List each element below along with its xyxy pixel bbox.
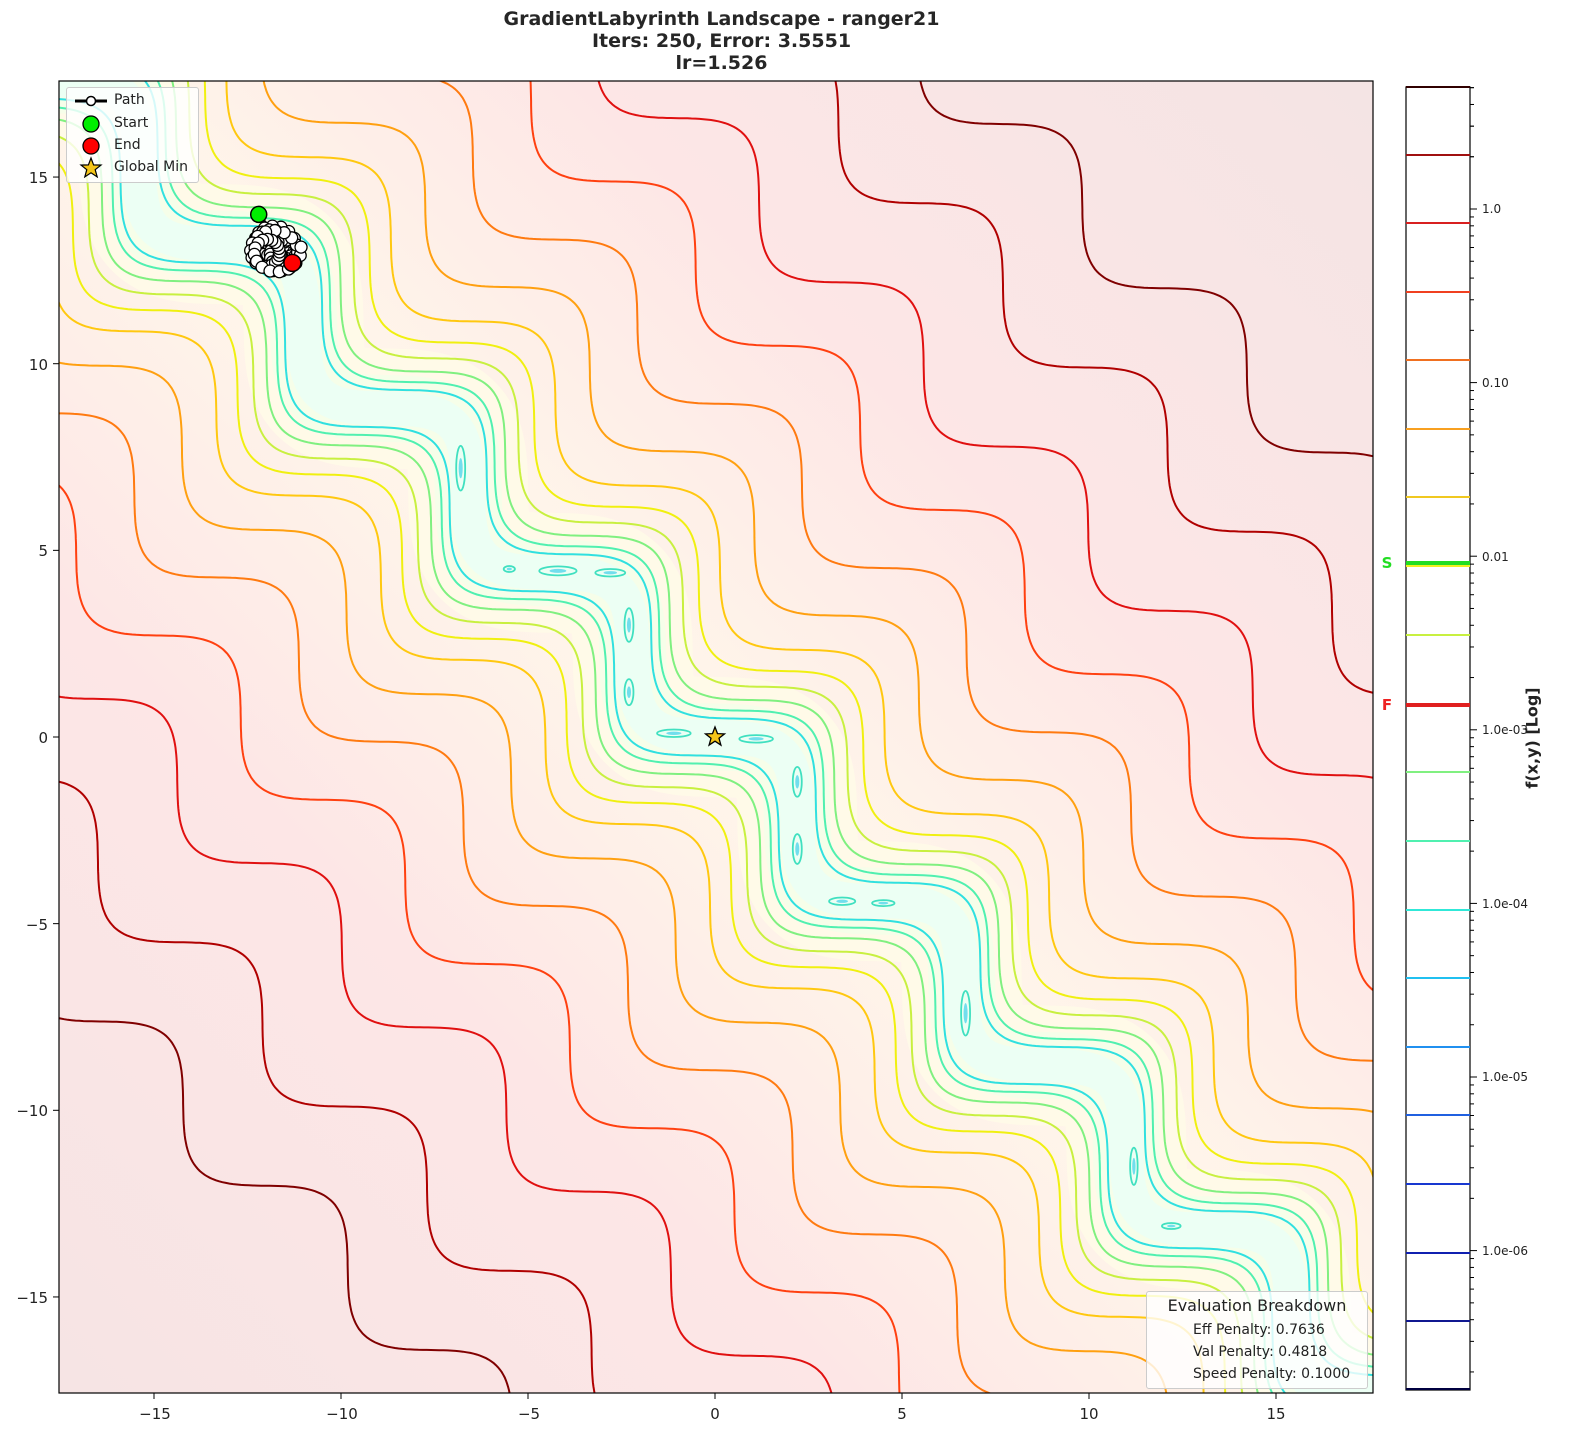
y-tick-label: 0	[38, 729, 48, 747]
colorbar-tick-label: 1.0e-04	[1482, 897, 1529, 911]
red-circle-icon	[82, 137, 100, 155]
colorbar	[1405, 86, 1477, 1391]
y-tick-label: 5	[38, 542, 48, 560]
y-tick-label: 15	[28, 169, 48, 187]
x-tick-label: −15	[139, 1405, 171, 1423]
start-marker	[249, 205, 268, 224]
x-tick-label: 5	[897, 1405, 907, 1423]
colorbar-start-marker: S	[1381, 554, 1393, 572]
path-line-icon	[75, 95, 107, 107]
y-tick-label: −15	[16, 1289, 48, 1307]
legend: Path Start End Global Min	[66, 87, 199, 183]
y-tick-label: 10	[28, 356, 48, 374]
evaluation-breakdown-box: Evaluation Breakdown Eff Penalty: 0.7636…	[1146, 1291, 1368, 1389]
optimizer-path	[244, 205, 727, 747]
colorbar-tick-label: 1.0e-03	[1482, 723, 1529, 737]
evaluation-heading: Evaluation Breakdown	[1167, 1296, 1347, 1315]
green-circle-icon	[82, 115, 100, 133]
title-line-2: Iters: 250, Error: 3.5551	[591, 30, 852, 52]
colorbar-tick-label: 1.0e-05	[1482, 1070, 1529, 1084]
legend-item-path: Path	[67, 89, 198, 111]
global-min-star	[703, 725, 727, 747]
title-line-1: GradientLabyrinth Landscape - ranger21	[503, 8, 940, 30]
colorbar-label: f(x,y) [Log]	[1522, 687, 1542, 789]
colorbar-tick-label: 0.01	[1482, 550, 1509, 564]
y-tick-label: −10	[16, 1102, 48, 1120]
legend-item-global-min: Global Min	[67, 156, 198, 178]
eff-penalty: Eff Penalty: 0.7636	[1193, 1322, 1325, 1338]
chart-title: GradientLabyrinth Landscape - ranger21 I…	[0, 8, 1443, 74]
x-tick-label: 0	[710, 1405, 720, 1423]
speed-penalty: Speed Penalty: 0.1000	[1193, 1366, 1351, 1382]
title-line-3: lr=1.526	[675, 52, 768, 74]
colorbar-tick-label: 1.0e-06	[1482, 1244, 1529, 1258]
star-icon	[79, 156, 103, 178]
legend-item-start: Start	[67, 112, 198, 134]
legend-item-end: End	[67, 134, 198, 156]
colorbar-tick-label: 1.0	[1482, 202, 1502, 216]
x-tick-label: 10	[1079, 1405, 1099, 1423]
x-tick-label: 15	[1266, 1405, 1286, 1423]
y-tick-label: −5	[25, 916, 48, 934]
axis-ticks	[53, 176, 1277, 1399]
colorbar-tick-label: 0.10	[1482, 376, 1509, 390]
x-tick-label: −10	[326, 1405, 358, 1423]
colorbar-final-marker: F	[1381, 696, 1393, 714]
end-marker	[283, 253, 302, 273]
x-tick-label: −5	[517, 1405, 541, 1423]
val-penalty: Val Penalty: 0.4818	[1193, 1344, 1328, 1360]
